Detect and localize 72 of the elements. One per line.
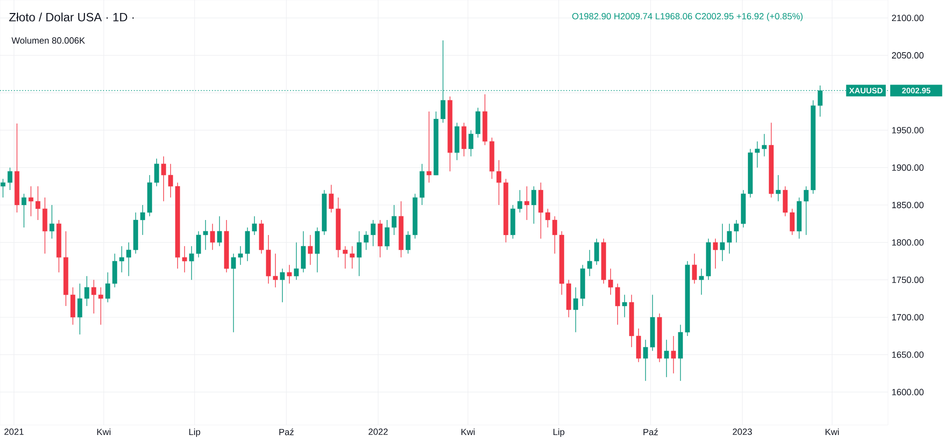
candlestick — [734, 220, 739, 243]
candlestick — [112, 253, 118, 288]
candlestick — [300, 230, 306, 273]
candlestick — [426, 111, 432, 183]
candlestick — [692, 253, 697, 284]
candlestick — [105, 272, 110, 303]
candlestick — [531, 186, 536, 224]
y-tick-label: 1750.00 — [892, 276, 924, 284]
candlestick — [587, 250, 592, 276]
x-tick-label: Lip — [553, 428, 564, 437]
candlestick — [664, 339, 669, 378]
x-tick-label: 2023 — [732, 428, 752, 435]
candlestick — [245, 227, 250, 262]
candlestick — [294, 242, 299, 280]
candlestick — [699, 268, 704, 296]
candlestick — [712, 238, 718, 269]
x-tick-label: Paź — [279, 428, 294, 436]
y-tick-label: 2100.00 — [892, 14, 924, 22]
candlestick — [776, 174, 781, 202]
candlestick — [49, 204, 54, 240]
candlestick — [643, 339, 648, 382]
candlestick — [42, 197, 48, 254]
candlestick — [286, 264, 292, 284]
candlestick — [182, 246, 187, 273]
candlestick — [476, 107, 480, 138]
candlestick — [280, 268, 285, 303]
candlestick — [462, 122, 466, 157]
candlestick — [622, 294, 627, 318]
candlestick — [308, 234, 313, 266]
y-tick-label: 1600.00 — [892, 388, 924, 396]
x-tick-label: Paź — [644, 428, 658, 436]
y-tick-label: 1850.00 — [892, 202, 924, 208]
candlestick — [189, 246, 194, 280]
candlestick — [384, 220, 390, 250]
x-tick-label: Kwi — [97, 428, 110, 436]
candlestick — [524, 186, 530, 220]
candlestick — [196, 230, 201, 258]
candlestick — [392, 204, 397, 236]
x-tick-label: Lip — [189, 428, 200, 437]
candlestick — [594, 238, 600, 266]
candlestick — [636, 328, 641, 362]
y-tick-label: 1650.00 — [892, 351, 924, 358]
candlestick — [0, 178, 6, 198]
candlestick — [671, 336, 676, 374]
candlestick — [217, 216, 222, 247]
text: O1982.90 H2009.74 L1968.06 C2002.95 +16.92 (+0.85%) — [572, 12, 803, 22]
x-tick-label: Kwi — [826, 428, 839, 436]
candlestick — [615, 283, 620, 326]
candlestick — [252, 216, 257, 236]
candlestick — [468, 130, 474, 157]
candlestick — [314, 227, 320, 273]
y-tick-label: 2050.00 — [892, 52, 924, 59]
y-tick-label: 1800.00 — [892, 239, 924, 246]
x-tick-label: Kwi — [461, 428, 475, 436]
candlestick — [36, 186, 40, 220]
candlestick — [28, 186, 34, 217]
x-tick-label: 2021 — [4, 428, 24, 435]
x-tick-label: 2022 — [368, 428, 388, 435]
y-tick-label: 1700.00 — [892, 314, 924, 320]
candlestick — [8, 167, 12, 190]
candlestick — [203, 220, 208, 250]
y-tick-label: 1950.00 — [892, 127, 924, 134]
candlestick — [378, 220, 383, 258]
candlestick — [22, 193, 26, 228]
candlestick — [406, 230, 410, 254]
candlestick — [272, 253, 278, 288]
candlestick — [238, 246, 243, 266]
text: Złoto / Dolar USA · 1D · — [9, 12, 134, 22]
candlestick — [231, 253, 236, 333]
y-tick-label: 1900.00 — [892, 164, 924, 171]
candlestick — [210, 223, 215, 250]
annotation: Wolumen 80.006K — [12, 37, 85, 44]
